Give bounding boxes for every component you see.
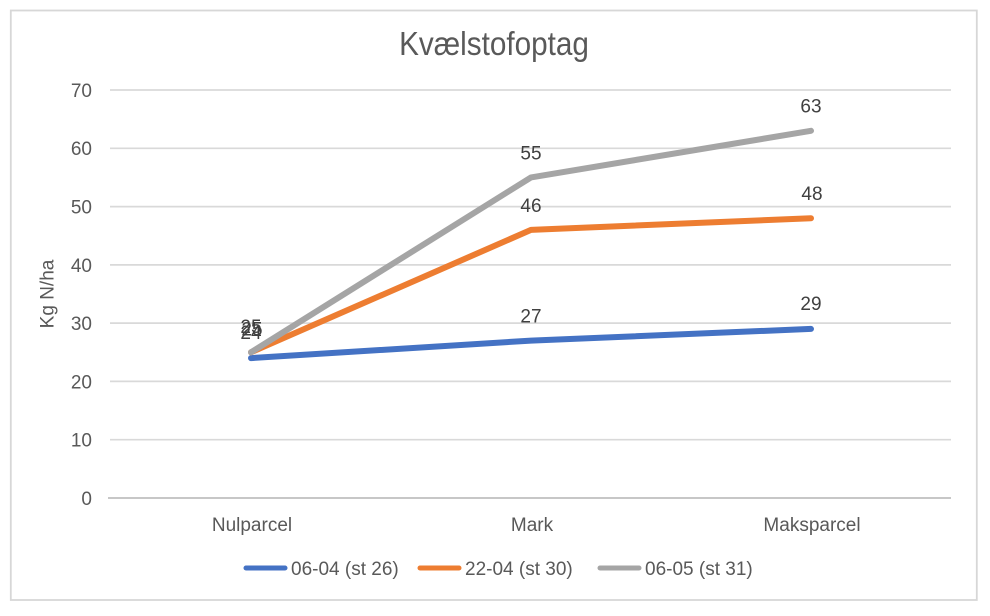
svg-text:55: 55: [520, 143, 541, 164]
svg-text:Maksparcel: Maksparcel: [763, 515, 860, 536]
svg-text:0: 0: [81, 489, 92, 510]
svg-text:24: 24: [240, 323, 262, 344]
svg-text:10: 10: [71, 431, 92, 452]
svg-text:Kvælstofoptag: Kvælstofoptag: [399, 26, 589, 63]
svg-text:63: 63: [800, 97, 821, 118]
svg-text:27: 27: [520, 307, 541, 328]
svg-text:29: 29: [800, 294, 821, 315]
svg-text:Nulparcel: Nulparcel: [212, 515, 292, 536]
svg-text:40: 40: [71, 256, 92, 277]
svg-text:25: 25: [240, 317, 261, 338]
svg-text:06-04 (st 26): 06-04 (st 26): [291, 559, 399, 580]
svg-text:50: 50: [71, 198, 92, 219]
svg-text:22-04 (st 30): 22-04 (st 30): [465, 559, 573, 580]
svg-text:46: 46: [520, 196, 541, 217]
svg-text:60: 60: [71, 139, 92, 160]
svg-text:25: 25: [241, 320, 262, 341]
svg-text:30: 30: [71, 314, 92, 335]
svg-text:Mark: Mark: [511, 515, 554, 536]
svg-text:06-05 (st 31): 06-05 (st 31): [645, 559, 753, 580]
svg-text:70: 70: [71, 81, 92, 102]
svg-text:Kg N/ha: Kg N/ha: [38, 259, 59, 328]
svg-text:20: 20: [71, 372, 92, 393]
svg-text:48: 48: [801, 184, 822, 205]
